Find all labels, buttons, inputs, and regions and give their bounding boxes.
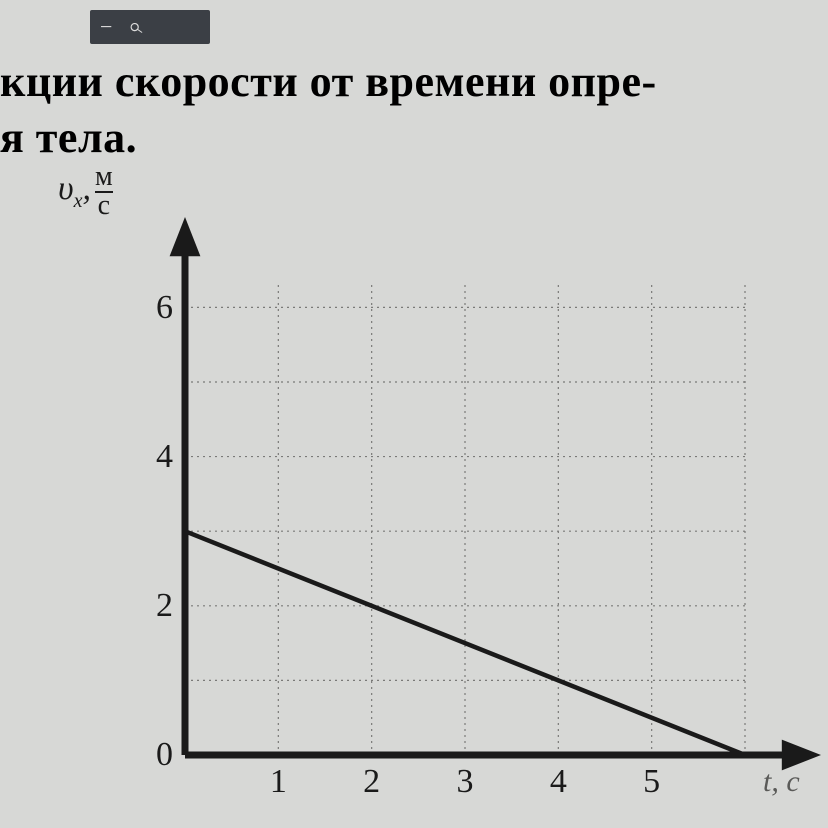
x-tick: 1 [263, 763, 293, 801]
y-tick: 0 [133, 736, 173, 774]
x-tick: 3 [450, 763, 480, 801]
x-tick: 5 [637, 763, 667, 801]
y-tick: 4 [133, 438, 173, 476]
x-tick: 4 [543, 763, 573, 801]
page-root: − ⌕ кции скорости от времени опре- я тел… [0, 0, 828, 828]
x-axis-label: t, c [763, 765, 800, 799]
x-tick: 2 [357, 763, 387, 801]
chart-container [0, 0, 828, 828]
y-tick: 6 [133, 289, 173, 327]
velocity-time-chart [0, 0, 828, 828]
y-tick: 2 [133, 587, 173, 625]
